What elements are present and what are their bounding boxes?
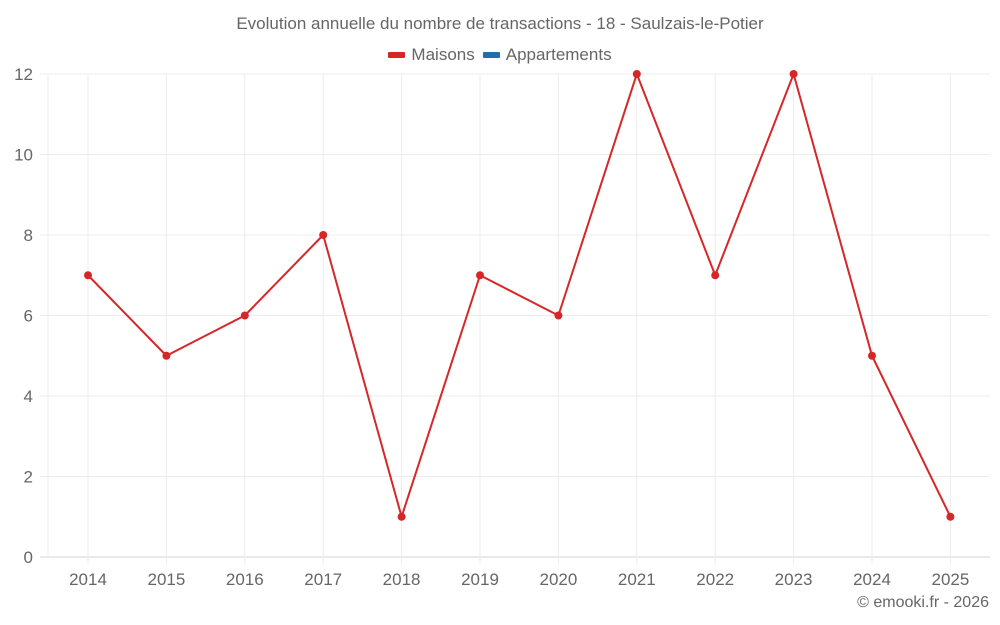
y-tick-label: 12 — [14, 65, 33, 84]
legend-label: Appartements — [505, 45, 612, 64]
x-tick-label: 2025 — [931, 570, 969, 589]
data-point — [162, 351, 171, 360]
data-point — [319, 231, 328, 239]
x-tick-label: 2017 — [304, 570, 342, 589]
data-point — [554, 311, 563, 320]
y-tick-label: 10 — [14, 146, 33, 165]
data-point — [946, 512, 955, 521]
maisons-swatch-icon — [388, 52, 406, 58]
x-tick-label: 2024 — [853, 570, 891, 589]
x-tick-label: 2022 — [696, 570, 734, 589]
x-tick-label: 2014 — [69, 570, 107, 589]
data-point — [711, 271, 720, 280]
y-tick-label: 6 — [24, 307, 33, 326]
x-tick-label: 2016 — [226, 570, 264, 589]
chart-title: Evolution annuelle du nombre de transact… — [236, 14, 764, 33]
x-tick-label: 2015 — [147, 570, 185, 589]
y-tick-label: 4 — [24, 387, 33, 406]
legend-item-appartements[interactable]: Appartements — [482, 45, 612, 65]
x-tick-label: 2020 — [539, 570, 577, 589]
x-tick-label: 2023 — [775, 570, 813, 589]
y-tick-label: 8 — [24, 226, 33, 245]
data-point — [868, 351, 876, 360]
legend: Maisons Appartements — [0, 45, 1000, 65]
appartements-swatch-icon — [482, 52, 500, 58]
y-tick-label: 0 — [24, 548, 33, 567]
data-point — [240, 311, 249, 320]
data-point — [789, 70, 798, 78]
y-tick-label: 2 — [24, 468, 33, 487]
credit-text: © emooki.fr - 2026 — [857, 594, 989, 611]
data-point — [84, 271, 92, 280]
legend-label: Maisons — [411, 45, 475, 64]
legend-item-maisons[interactable]: Maisons — [388, 45, 475, 65]
series-line — [87, 73, 952, 518]
x-tick-label: 2019 — [461, 570, 499, 589]
data-point — [632, 70, 641, 78]
x-tick-label: 2021 — [618, 570, 656, 589]
data-point — [397, 512, 406, 521]
x-tick-label: 2018 — [383, 570, 421, 589]
data-point — [476, 271, 484, 280]
